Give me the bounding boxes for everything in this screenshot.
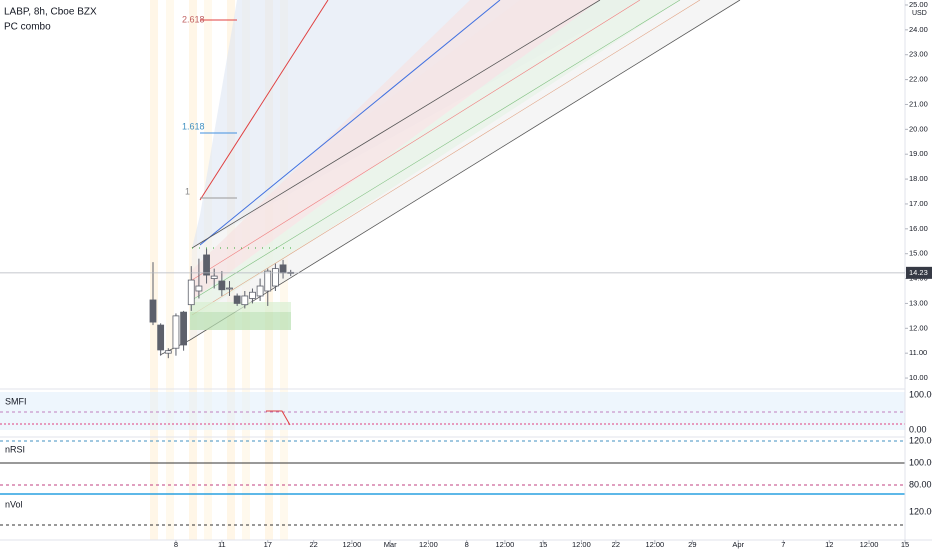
y-tick-label: 19.00	[909, 149, 928, 158]
x-tick-label: 12:00	[343, 540, 362, 549]
smfi-line	[266, 410, 291, 426]
indicator-name: PC combo	[4, 22, 51, 33]
candle-body	[272, 268, 279, 287]
candle-body	[249, 291, 256, 299]
fib-fan	[159, 0, 741, 356]
price-plot	[149, 248, 295, 359]
panel-tick: 120.00	[909, 435, 932, 445]
panel-tick: 100.00	[909, 389, 932, 399]
x-tick-label: 11	[218, 540, 226, 549]
candle-body	[233, 295, 241, 304]
x-tick-label: 12:00	[860, 540, 879, 549]
y-tick-label: 24.00	[909, 25, 928, 34]
candle-body	[164, 350, 172, 354]
x-tick-label: 12:00	[572, 540, 591, 549]
candle-body	[226, 287, 233, 290]
x-tick-label: 15	[901, 540, 909, 549]
symbol-title: LABP, 8h, Cboe BZX	[4, 7, 97, 18]
candle-body	[203, 254, 210, 276]
candle-body	[279, 264, 287, 274]
candle-body	[180, 311, 188, 346]
candle-body	[218, 280, 226, 291]
y-tick-label: 11.00	[909, 348, 927, 357]
panel-tick: 80.00	[909, 479, 932, 489]
panel-tick: 120.00	[909, 506, 932, 516]
y-tick-label: 10.00	[909, 373, 928, 382]
fib-label: 1	[185, 186, 190, 196]
candle-body	[149, 299, 157, 323]
y-tick-label: 12.00	[909, 323, 928, 332]
y-tick-label: 23.00	[909, 50, 928, 59]
x-tick-label: 22	[612, 540, 620, 549]
last-price-box	[906, 266, 932, 279]
candle-body	[195, 285, 203, 292]
y-tick-label: 13.00	[909, 298, 928, 307]
panel-name: SMFI	[5, 396, 27, 406]
panel-name: nRSI	[5, 444, 25, 454]
x-tick-label: 12	[825, 540, 833, 549]
panel-tick: 0.00	[909, 424, 927, 434]
x-tick-label: Mar	[384, 540, 397, 549]
x-tick-label: 17	[264, 540, 272, 549]
y-tick-label: 25.00	[909, 0, 928, 9]
candle-body	[241, 295, 249, 306]
y-tick-label: 22.00	[909, 75, 928, 84]
x-tick-label: 29	[688, 540, 696, 549]
x-tick-label: 7	[781, 540, 785, 549]
y-tick-label: 16.00	[909, 224, 928, 233]
y-tick-label: 21.00	[909, 99, 928, 108]
x-tick-label: 8	[465, 540, 469, 549]
fib-label: 1.618	[182, 121, 205, 131]
y-tick-label: 15.00	[909, 249, 928, 258]
x-tick-label: 12:00	[419, 540, 438, 549]
y-tick-label: 20.00	[909, 124, 928, 133]
x-tick-label: 15	[539, 540, 547, 549]
currency-label: USD	[912, 10, 927, 17]
y-tick-label: 18.00	[909, 174, 928, 183]
candle-body	[264, 270, 272, 292]
panel-name: nVol	[5, 499, 23, 509]
y-tick-label: 17.00	[909, 199, 928, 208]
candle-body	[210, 275, 218, 279]
x-tick-label: 22	[309, 540, 317, 549]
x-tick-label: Apr	[732, 540, 744, 549]
x-tick-label: 12:00	[496, 540, 515, 549]
candle-body	[172, 315, 180, 349]
candle-body	[187, 279, 195, 306]
x-tick-label: 8	[174, 540, 178, 549]
fib-label: 2.618	[182, 14, 205, 24]
panel-tick: 100.00	[909, 457, 932, 467]
x-tick-label: 12:00	[645, 540, 664, 549]
candle-body	[157, 324, 165, 351]
last-price-label: 14.23	[909, 268, 928, 277]
candle-body	[256, 285, 264, 297]
